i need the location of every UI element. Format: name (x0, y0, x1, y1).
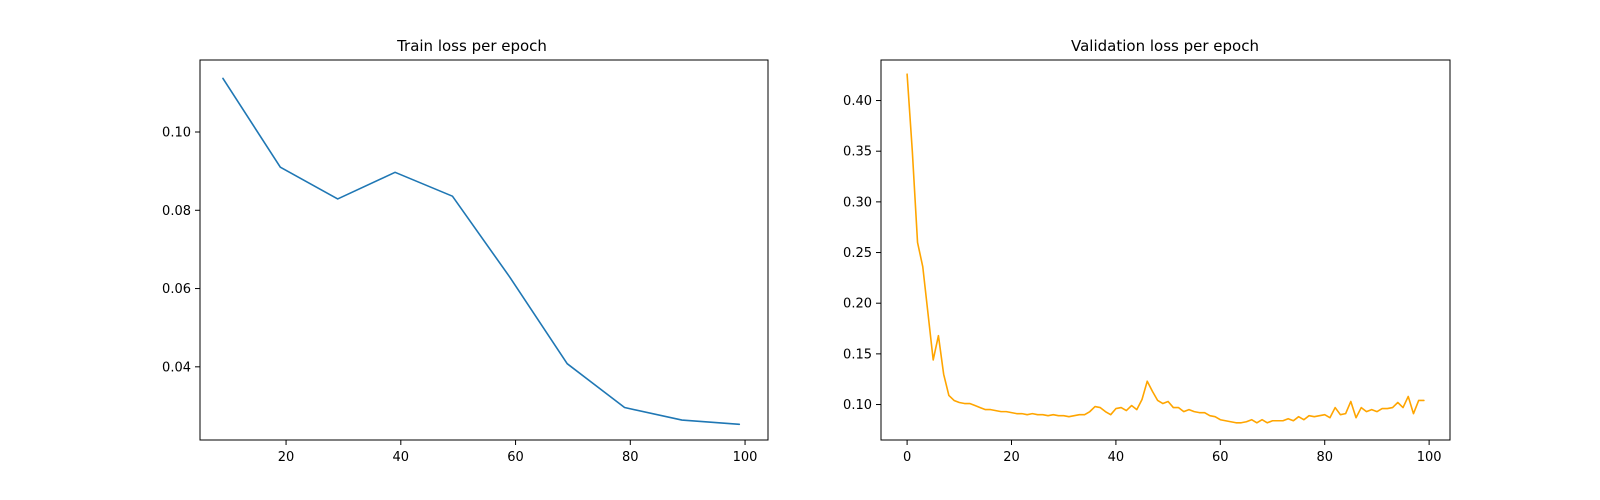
train-axes-frame (199, 59, 769, 441)
validation-y-tick-label: 0.20 (843, 297, 872, 312)
train-ticks-group: 20 40 60 80 100 0.04 0.06 0.08 0.10 (162, 126, 757, 465)
train-x-tick-label: 100 (733, 450, 758, 465)
train-x-tick-label: 80 (622, 450, 639, 465)
train-y-tick-label: 0.04 (162, 360, 191, 375)
train-loss-line (222, 77, 741, 426)
validation-x-tick-label: 0 (903, 450, 911, 465)
validation-chart-title: Validation loss per epoch (1071, 37, 1259, 55)
validation-x-tick-label: 20 (1003, 450, 1020, 465)
train-y-tick-label: 0.10 (162, 126, 191, 141)
validation-y-tick-label: 0.30 (843, 195, 872, 210)
validation-x-tick-label: 80 (1316, 450, 1333, 465)
validation-y-tick-label: 0.15 (843, 347, 872, 362)
train-loss-chart: Train loss per epoch 20 40 60 80 100 0.04 0.06… (162, 37, 769, 465)
validation-x-tick-label: 100 (1417, 450, 1442, 465)
validation-y-tick-label: 0.25 (843, 246, 872, 261)
train-x-tick-label: 20 (278, 450, 295, 465)
train-y-tick-label: 0.08 (162, 204, 191, 219)
train-y-tick-label: 0.06 (162, 282, 191, 297)
validation-y-tick-label: 0.40 (843, 94, 872, 109)
validation-axes-frame (880, 59, 1451, 441)
validation-x-tick-label: 40 (1108, 450, 1125, 465)
validation-loss-line (906, 73, 1425, 424)
train-x-tick-label: 40 (393, 450, 410, 465)
train-x-tick-label: 60 (507, 450, 524, 465)
validation-y-tick-label: 0.35 (843, 145, 872, 160)
validation-ticks-group: 0 20 40 60 80 100 0.10 0.15 0.20 0.25 0.30 0.35 0.40 (843, 94, 1441, 465)
train-chart-title: Train loss per epoch (396, 37, 547, 55)
validation-x-tick-label: 60 (1212, 450, 1229, 465)
validation-y-tick-label: 0.10 (843, 398, 872, 413)
validation-loss-chart: Validation loss per epoch 0 20 40 60 80 100 0.… (843, 37, 1451, 465)
